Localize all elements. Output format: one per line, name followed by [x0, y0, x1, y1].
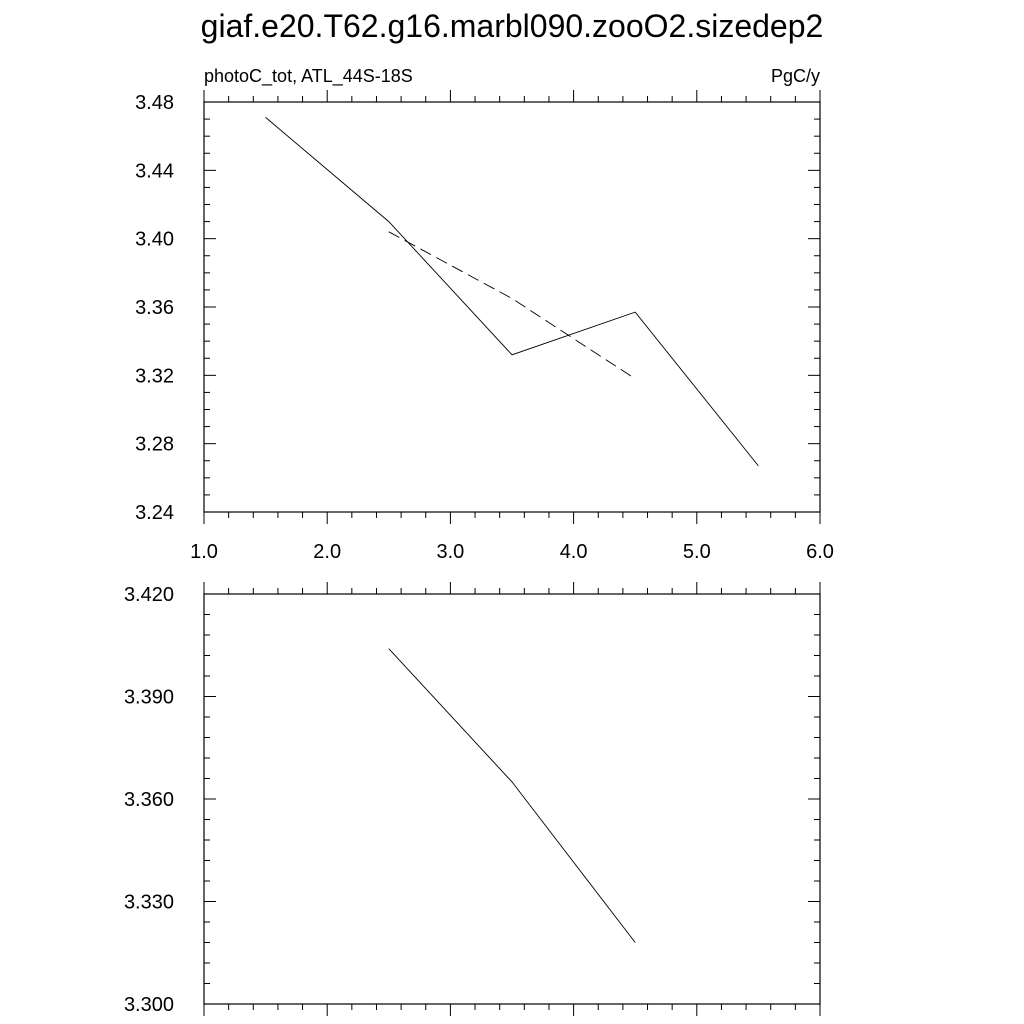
x-tick-label: 5.0 — [683, 541, 711, 563]
series-line-solid — [388, 648, 636, 943]
y-tick-label: 3.28 — [135, 434, 174, 456]
y-tick-label: 3.330 — [124, 892, 174, 914]
top-panel-tick-labels: 3.24 3.28 3.32 3.36 3.40 3.44 3.48 1.0 2.0 3.0 4.0… — [135, 92, 834, 563]
bottom-panel-tick-labels: 3.300 3.330 3.360 3.390 3.420 — [124, 584, 174, 1016]
top-panel-series — [265, 117, 759, 467]
x-tick-label: 2.0 — [313, 541, 341, 563]
x-tick-label: 3.0 — [436, 541, 464, 563]
bottom-panel-frame — [203, 593, 821, 1005]
top-panel-units-label: PgC/y — [771, 66, 820, 86]
y-tick-label: 3.24 — [135, 502, 174, 524]
y-tick-label: 3.390 — [124, 687, 174, 709]
top-panel: photoC_tot, ATL_44S-18S PgC/y 3.243.283.… — [135, 66, 834, 563]
bottom-panel-ticks — [203, 582, 821, 1016]
bottom-panel: 3.300 3.330 3.360 3.390 3.420 — [124, 582, 821, 1016]
y-tick-label: 3.44 — [135, 160, 174, 182]
chart-title: giaf.e20.T62.g16.marbl090.zooO2.sizedep2 — [201, 8, 824, 44]
x-tick-label: 4.0 — [560, 541, 588, 563]
y-tick-label: 3.32 — [135, 365, 174, 387]
x-tick-label: 6.0 — [806, 541, 834, 563]
y-tick-label: 3.300 — [124, 994, 174, 1016]
series-line-dashed — [388, 231, 636, 380]
series-line-solid — [265, 117, 759, 467]
y-tick-label: 3.36 — [135, 297, 174, 319]
top-panel-variable-label: photoC_tot, ATL_44S-18S — [204, 66, 413, 87]
y-tick-label: 3.420 — [124, 584, 174, 606]
bottom-panel-series — [388, 648, 636, 943]
y-tick-label: 3.48 — [135, 92, 174, 114]
top-panel-frame — [203, 101, 821, 513]
x-tick-label: 1.0 — [190, 541, 218, 563]
y-tick-label: 3.360 — [124, 789, 174, 811]
y-tick-label: 3.40 — [135, 229, 174, 251]
top-panel-ticks — [203, 90, 821, 524]
